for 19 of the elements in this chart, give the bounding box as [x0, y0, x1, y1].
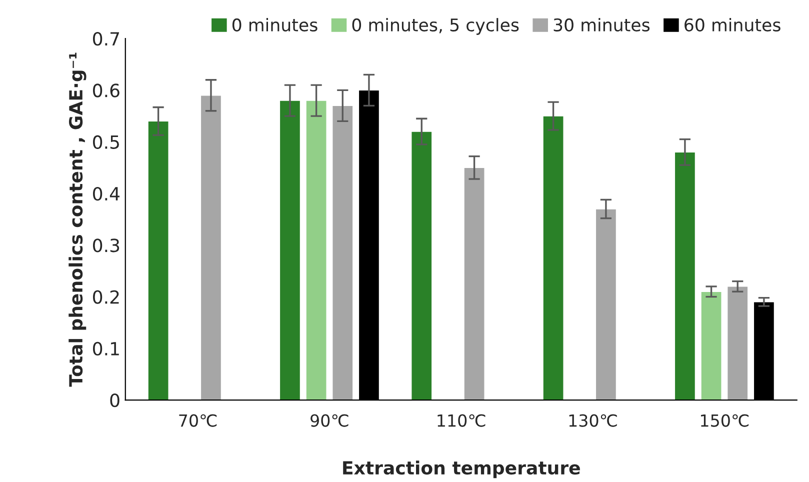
legend-label: 0 minutes: [232, 18, 318, 32]
legend-label: 0 minutes, 5 cycles: [352, 18, 519, 35]
x-axis-title: Extraction temperature: [343, 460, 580, 478]
y-tick-label: 0.7: [93, 32, 119, 46]
y-tick-label: 0.2: [93, 290, 119, 304]
x-tick-label: 70℃: [179, 414, 217, 427]
y-tick-label: 0: [110, 394, 120, 408]
x-tick-label: 130℃: [569, 414, 617, 427]
legend-label: 60 minutes: [684, 18, 780, 32]
y-tick-label: 0.6: [93, 84, 120, 98]
y-axis-title: Total phenolics content , GAE·g⁻¹: [68, 52, 86, 387]
y-tick-label: 0.4: [93, 186, 120, 201]
x-tick-label: 150℃: [701, 414, 749, 427]
legend-label: 30 minutes: [554, 18, 650, 32]
x-tick-label: 90℃: [310, 414, 348, 427]
y-tick-label: 0.1: [93, 342, 119, 356]
y-tick-label: 0.3: [93, 238, 120, 252]
x-tick-label: 110℃: [438, 414, 486, 427]
y-tick-label: 0.5: [93, 135, 119, 149]
